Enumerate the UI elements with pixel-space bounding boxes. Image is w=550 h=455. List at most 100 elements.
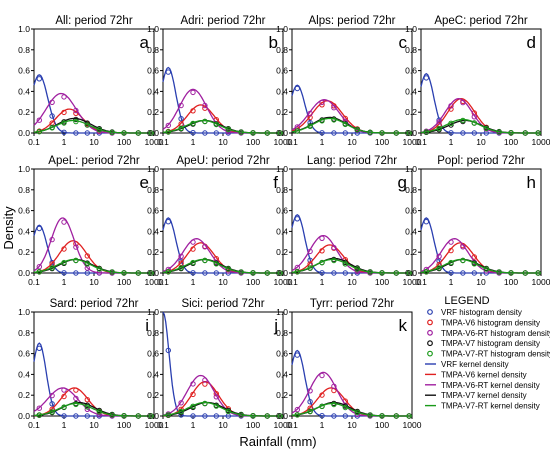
x-tick-label: 100 <box>246 137 260 147</box>
histogram-point-tmpa-v6-rt <box>73 107 79 114</box>
legend-entry: TMPA-V6 histogram density <box>427 318 540 327</box>
plot-frame <box>291 28 413 134</box>
legend-entry: TMPA-V6-RT histogram density <box>427 329 550 338</box>
histogram-point-tmpa-v7-rt <box>460 257 466 264</box>
histogram-point-tmpa-v7-rt <box>121 413 127 419</box>
x-tick-label: 1000 <box>532 137 550 147</box>
histogram-point-tmpa-v6-rt <box>202 102 208 109</box>
histogram-point-tmpa-v7-rt <box>238 269 244 275</box>
panel-letter: k <box>399 316 408 335</box>
x-tick-label: 1 <box>320 137 325 147</box>
histogram-point-tmpa-v7-rt <box>148 130 154 136</box>
legend-label: TMPA-V6-RT kernel density <box>441 381 540 390</box>
histogram-point-tmpa-v7-rt <box>213 261 220 267</box>
x-tick-label: 100 <box>504 137 518 147</box>
histogram-point-tmpa-v7-rt <box>49 125 55 131</box>
panel-title: Tyrr: period 72hr <box>310 298 395 310</box>
histogram-point-tmpa-v7-rt <box>483 125 489 132</box>
x-tick-label: 1 <box>191 277 196 287</box>
histogram-point-tmpa-v7-rt <box>354 409 360 415</box>
histogram-point-tmpa-v7-rt <box>225 126 232 133</box>
histogram-point-tmpa-v6-rt <box>307 110 313 117</box>
histogram-point-tmpa-v7-rt <box>213 403 220 409</box>
histogram-point-tmpa-v6 <box>84 253 91 259</box>
plot-frame <box>162 168 284 274</box>
y-tick-label: 0.4 <box>276 86 288 96</box>
panel-grid: All: period 72hr a 0.0 0.2 0.4 0.6 0.8 1.0 0.1 1 1… <box>18 15 550 430</box>
histogram-point-vrf <box>190 413 196 419</box>
y-tick-label: 0.2 <box>405 107 417 117</box>
histogram-point-tmpa-v7-rt <box>61 120 67 126</box>
histogram-point-tmpa-v7-rt <box>73 401 79 408</box>
panel-letter: e <box>140 173 149 192</box>
panel-letter: c <box>399 33 408 52</box>
histogram-point-tmpa-v7-rt <box>213 121 220 128</box>
histogram-point-tmpa-v7-rt <box>354 127 360 133</box>
panel-i: Sard: period 72hr i 0.0 0.2 0.4 0.6 0.8 1.0 0.1 1… <box>18 298 164 430</box>
histogram-point-vrf <box>165 347 172 354</box>
y-tick-label: 0.6 <box>405 206 417 216</box>
histogram-point-tmpa-v7-rt <box>109 269 115 275</box>
histogram-point-tmpa-v7-rt <box>423 269 429 275</box>
x-axis-label: Rainfall (mm) <box>239 434 316 449</box>
x-tick-label: 100 <box>375 137 389 147</box>
x-tick-label: 1000 <box>274 137 293 147</box>
histogram-point-vrf <box>190 130 196 136</box>
histogram-point-tmpa-v6-rt <box>49 99 55 106</box>
x-tick-label: 10 <box>218 420 228 430</box>
histogram-point-vrf <box>73 130 79 136</box>
histogram-point-tmpa-v7-rt <box>496 269 502 275</box>
x-tick-label: 100 <box>117 277 131 287</box>
histogram-point-tmpa-v7-rt <box>277 270 283 276</box>
histogram-point-vrf <box>61 129 67 136</box>
y-tick-label: 0.2 <box>276 107 288 117</box>
histogram-point-tmpa-v6-rt <box>471 114 477 120</box>
panel-a: All: period 72hr a 0.0 0.2 0.4 0.6 0.8 1.0 0.1 1 1… <box>18 15 164 147</box>
histogram-point-tmpa-v7-rt <box>436 265 442 271</box>
histogram-point-tmpa-v7-rt <box>178 265 184 271</box>
histogram-point-tmpa-v7 <box>73 116 79 123</box>
histogram-point-tmpa-v6-rt <box>460 244 466 250</box>
y-tick-label: 1.0 <box>147 24 159 34</box>
y-tick-label: 0.4 <box>147 226 159 236</box>
histogram-point-tmpa-v6-rt <box>307 388 313 394</box>
y-tick-label: 1.0 <box>18 307 30 317</box>
histogram-point-vrf <box>36 76 42 82</box>
histogram-point-tmpa-v7-rt <box>96 266 103 272</box>
y-tick-label: 0.0 <box>18 411 30 421</box>
histogram-point-vrf <box>165 69 172 75</box>
y-tick-label: 0.6 <box>18 66 30 76</box>
x-tick-label: 100 <box>504 277 518 287</box>
panel-title: Sici: period 72hr <box>181 298 264 310</box>
histogram-point-tmpa-v7-rt <box>121 130 127 136</box>
y-tick-label: 1.0 <box>18 24 30 34</box>
histogram-point-tmpa-v7-rt <box>307 123 313 130</box>
y-tick-label: 0.0 <box>405 268 417 278</box>
y-tick-label: 0.8 <box>405 45 417 55</box>
y-tick-label: 0.0 <box>147 128 159 138</box>
histogram-point-tmpa-v6-rt <box>73 244 79 250</box>
x-tick-label: 1000 <box>403 137 422 147</box>
y-tick-label: 0.0 <box>276 268 288 278</box>
histogram-point-tmpa-v6-rt <box>36 405 42 411</box>
histogram-point-tmpa-v7-rt <box>522 130 528 136</box>
x-tick-label: 10 <box>89 420 99 430</box>
histogram-point-tmpa-v7-rt <box>319 118 325 124</box>
histogram-point-vrf <box>190 270 196 276</box>
histogram-point-tmpa-v7-rt <box>535 130 541 136</box>
x-tick-label: 100 <box>117 137 131 147</box>
histogram-point-tmpa-v6 <box>319 392 325 398</box>
histogram-point-tmpa-v7-rt <box>294 269 300 275</box>
histogram-point-tmpa-v6-rt <box>61 387 67 393</box>
histogram-point-tmpa-v6-rt <box>319 99 325 106</box>
legend-entry: VRF kernel density <box>425 360 509 369</box>
histogram-point-tmpa-v7-rt <box>165 269 172 275</box>
histogram-point-tmpa-v7-rt <box>483 266 489 272</box>
histogram-point-tmpa-v6 <box>190 108 196 114</box>
histogram-point-tmpa-v7-rt <box>436 125 442 132</box>
